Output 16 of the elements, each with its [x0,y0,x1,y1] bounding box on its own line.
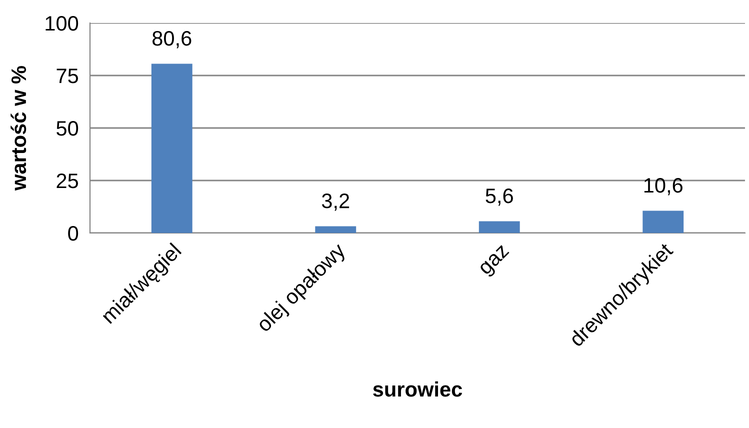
data-label: 5,6 [486,188,513,206]
bar [315,226,356,233]
y-tick-label: 25 [56,174,78,188]
bar [478,221,520,233]
data-label: 10,6 [644,178,682,196]
bar [151,64,192,233]
data-label: 3,2 [322,194,350,211]
bar [642,210,684,233]
x-axis-title: surowiec [373,381,462,397]
y-tick-label: 0 [68,226,78,241]
y-tick-label: 50 [56,121,78,136]
y-axis-title: wartość w % [10,66,26,191]
x-tick-label: gaz [478,244,512,278]
y-tick-label: 100 [46,16,78,31]
data-label: 80,6 [152,30,192,48]
y-tick-label: 75 [56,68,78,84]
